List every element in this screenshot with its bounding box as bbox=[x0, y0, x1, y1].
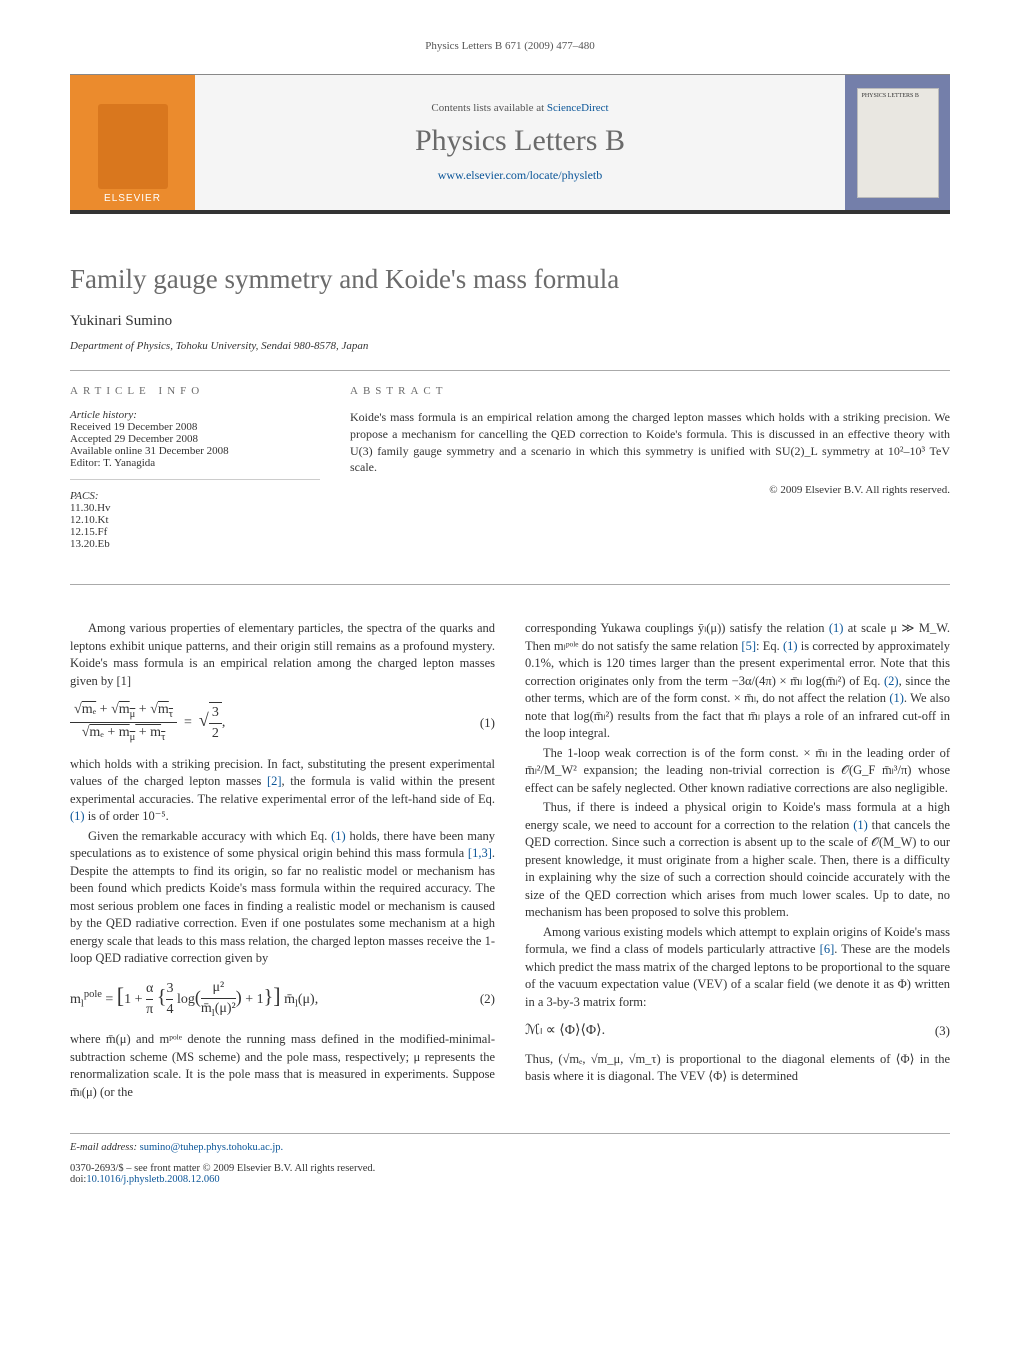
doi-link[interactable]: 10.1016/j.physletb.2008.12.060 bbox=[86, 1174, 219, 1185]
article-title: Family gauge symmetry and Koide's mass f… bbox=[70, 264, 950, 295]
abstract-heading: ABSTRACT bbox=[350, 385, 950, 397]
accepted-line: Accepted 29 December 2008 bbox=[70, 433, 320, 445]
running-head: Physics Letters B 671 (2009) 477–480 bbox=[70, 40, 950, 52]
cover-box: PHYSICS LETTERS B bbox=[845, 75, 950, 210]
abstract: ABSTRACT Koide's mass formula is an empi… bbox=[350, 385, 950, 570]
pacs-code: 11.30.Hv bbox=[70, 502, 320, 514]
equation-ref[interactable]: (1) bbox=[829, 621, 844, 635]
text: that cancels the QED correction. Since s… bbox=[525, 818, 950, 920]
journal-title: Physics Letters B bbox=[195, 124, 845, 158]
paragraph: Among various properties of elementary p… bbox=[70, 620, 495, 690]
equation-number: (1) bbox=[455, 714, 495, 732]
history-block: Article history: Received 19 December 20… bbox=[70, 409, 320, 480]
paragraph: Thus, if there is indeed a physical orig… bbox=[525, 799, 950, 922]
affiliation: Department of Physics, Tohoku University… bbox=[70, 340, 950, 352]
citation-link[interactable]: [5] bbox=[741, 639, 756, 653]
history-label: Article history: bbox=[70, 409, 320, 421]
equation-1: √mₑ + √mμ + √mτ √mₑ + mμ + mτ = √ 3 2 , … bbox=[70, 700, 495, 746]
journal-url-link[interactable]: www.elsevier.com/locate/physletb bbox=[438, 168, 603, 182]
paragraph: Given the remarkable accuracy with which… bbox=[70, 828, 495, 968]
text: corresponding Yukawa couplings ȳₗ(μ)) sa… bbox=[525, 621, 829, 635]
paragraph: which holds with a striking precision. I… bbox=[70, 756, 495, 826]
equation-body: ℳₗ ∝ ⟨Φ⟩⟨Φ⟩. bbox=[525, 1021, 910, 1041]
equation-body: √mₑ + √mμ + √mτ √mₑ + mμ + mτ = √ 3 2 , bbox=[70, 700, 455, 746]
issn-line: 0370-2693/$ – see front matter © 2009 El… bbox=[70, 1163, 492, 1174]
pacs-block: PACS: 11.30.Hv 12.10.Kt 12.15.Ff 13.20.E… bbox=[70, 490, 320, 560]
contents-prefix: Contents lists available at bbox=[431, 102, 546, 114]
info-heading: ARTICLE INFO bbox=[70, 385, 320, 397]
pacs-label: PACS: bbox=[70, 490, 320, 502]
equation-number: (3) bbox=[910, 1022, 950, 1040]
equation-ref[interactable]: (1) bbox=[889, 691, 904, 705]
abstract-text: Koide's mass formula is an empirical rel… bbox=[350, 409, 950, 476]
email-label: E-mail address: bbox=[70, 1142, 137, 1153]
citation-link[interactable]: [6] bbox=[820, 942, 835, 956]
pacs-code: 13.20.Eb bbox=[70, 538, 320, 550]
info-abstract-row: ARTICLE INFO Article history: Received 1… bbox=[70, 371, 950, 584]
masthead-center: Contents lists available at ScienceDirec… bbox=[195, 75, 845, 210]
equation-2: mlpole = [1 + απ {34 log(μ²m̄l(μ)²) + 1}… bbox=[70, 978, 495, 1021]
body-columns: Among various properties of elementary p… bbox=[70, 620, 950, 1103]
paragraph: Thus, (√mₑ, √m_μ, √m_τ) is proportional … bbox=[525, 1051, 950, 1086]
pacs-code: 12.10.Kt bbox=[70, 514, 320, 526]
article-info: ARTICLE INFO Article history: Received 1… bbox=[70, 385, 320, 570]
sciencedirect-link[interactable]: ScienceDirect bbox=[547, 102, 609, 114]
email-link[interactable]: sumino@tuhep.phys.tohoku.ac.jp. bbox=[140, 1142, 284, 1153]
pacs-code: 12.15.Ff bbox=[70, 526, 320, 538]
paragraph: where m̄(μ) and mᵖᵒˡᵉ denote the running… bbox=[70, 1031, 495, 1101]
elsevier-label: ELSEVIER bbox=[104, 193, 161, 204]
equation-number: (2) bbox=[455, 990, 495, 1008]
citation-link[interactable]: [1,3] bbox=[468, 846, 492, 860]
equation-3: ℳₗ ∝ ⟨Φ⟩⟨Φ⟩. (3) bbox=[525, 1021, 950, 1041]
abstract-copyright: © 2009 Elsevier B.V. All rights reserved… bbox=[350, 484, 950, 496]
author-name: Yukinari Sumino bbox=[70, 313, 950, 330]
citation-link[interactable]: [2] bbox=[267, 774, 282, 788]
equation-ref[interactable]: (1) bbox=[331, 829, 346, 843]
equation-ref[interactable]: (1) bbox=[853, 818, 868, 832]
page: Physics Letters B 671 (2009) 477–480 ELS… bbox=[0, 0, 1020, 1225]
doi-label: doi: bbox=[70, 1174, 86, 1185]
equation-ref[interactable]: (1) bbox=[783, 639, 798, 653]
equation-body: mlpole = [1 + απ {34 log(μ²m̄l(μ)²) + 1}… bbox=[70, 978, 455, 1021]
paragraph: Among various existing models which atte… bbox=[525, 924, 950, 1012]
paragraph: The 1-loop weak correction is of the for… bbox=[525, 745, 950, 798]
text: . Despite the attempts to find its origi… bbox=[70, 846, 495, 965]
equation-ref[interactable]: (2) bbox=[884, 674, 899, 688]
received-line: Received 19 December 2008 bbox=[70, 421, 320, 433]
text: Given the remarkable accuracy with which… bbox=[88, 829, 331, 843]
paragraph: corresponding Yukawa couplings ȳₗ(μ)) sa… bbox=[525, 620, 950, 743]
available-line: Available online 31 December 2008 bbox=[70, 445, 320, 457]
divider bbox=[70, 584, 950, 585]
elsevier-tree-icon bbox=[98, 104, 168, 189]
text: : Eq. bbox=[756, 639, 783, 653]
footer-left: E-mail address: sumino@tuhep.phys.tohoku… bbox=[70, 1142, 492, 1185]
left-column: Among various properties of elementary p… bbox=[70, 620, 495, 1103]
equation-ref[interactable]: (1) bbox=[70, 809, 85, 823]
publisher-logo-box: ELSEVIER bbox=[70, 75, 195, 210]
right-column: corresponding Yukawa couplings ȳₗ(μ)) sa… bbox=[525, 620, 950, 1103]
masthead: ELSEVIER Contents lists available at Sci… bbox=[70, 74, 950, 214]
text: is of order 10⁻⁵. bbox=[85, 809, 169, 823]
contents-line: Contents lists available at ScienceDirec… bbox=[195, 102, 845, 114]
journal-cover-thumb: PHYSICS LETTERS B bbox=[857, 88, 939, 198]
editor-line: Editor: T. Yanagida bbox=[70, 457, 320, 469]
journal-url: www.elsevier.com/locate/physletb bbox=[195, 168, 845, 183]
footer: E-mail address: sumino@tuhep.phys.tohoku… bbox=[70, 1133, 950, 1185]
